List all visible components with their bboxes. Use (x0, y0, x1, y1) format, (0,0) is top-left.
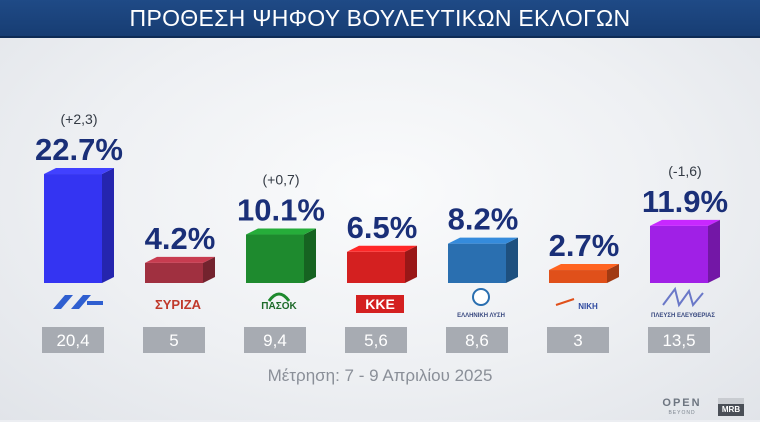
value-label-5: 2.7% (549, 228, 620, 263)
bar-side-3 (405, 245, 417, 283)
party-logo-label-3: ΚΚΕ (365, 296, 395, 312)
previous-value-5: 3 (573, 331, 582, 350)
previous-value-box-1 (143, 327, 205, 353)
party-logo-label-5: ΝΙΚΗ (578, 302, 598, 311)
bar-top-3 (347, 245, 417, 252)
bar-4 (448, 243, 506, 283)
bar-group-0: 22.7% (+2,3) 20,4 (35, 111, 123, 353)
previous-value-box-3 (345, 327, 407, 353)
previous-value-4: 8,6 (465, 331, 489, 350)
bar-group-2: 10.1% (+0,7) ΠΑΣΟΚ 9,4 (237, 172, 325, 353)
previous-value-2: 9,4 (263, 331, 287, 350)
chart-title-banner: ΠΡΟΘΕΣΗ ΨΗΦΟΥ ΒΟΥΛΕΥΤΙΚΩΝ ΕΚΛΟΓΩΝ (0, 0, 760, 38)
bar-group-4: 8.2% ΕΛΛΗΝΙΚΗ ΛΥΣΗ 8,6 (446, 202, 518, 353)
value-label-0: 22.7% (35, 132, 123, 167)
party-logo-label-4: ΕΛΛΗΝΙΚΗ ΛΥΣΗ (457, 313, 505, 319)
bar-top-1 (145, 256, 215, 263)
party-logo-label-2: ΠΑΣΟΚ (261, 301, 297, 312)
nd-logo-icon-dash (87, 301, 103, 305)
poll-bar-chart: 22.7% (+2,3) 20,4 4.2% ΣΥΡΙΖΑ 5 10.1% (+0,7) ΠΑΣ… (35, 111, 728, 353)
nd-logo-icon-stroke (71, 295, 91, 309)
bar-group-5: 2.7% ΝΙΚΗ 3 (547, 228, 619, 353)
bar-3 (347, 251, 405, 283)
bar-top-0 (44, 168, 114, 175)
elliniki-lysi-logo-icon (472, 288, 490, 306)
bar-side-0 (102, 168, 114, 283)
bar-group-3: 6.5% ΚΚΕ 5,6 (345, 210, 417, 353)
bar-top-4 (448, 237, 518, 244)
beyond-brand-text: BEYOND (668, 410, 696, 416)
change-label-2: (+0,7) (263, 172, 300, 188)
bar-top-6 (650, 219, 720, 226)
change-label-0: (+2,3) (61, 111, 98, 127)
previous-value-box-5 (547, 327, 609, 353)
party-logo-label-6: ΠΛΕΥΣΗ ΕΛΕΥΘΕΡΙΑΣ (651, 313, 715, 319)
open-brand-logo: OPEN (662, 397, 702, 409)
change-label-6: (-1,6) (668, 163, 701, 179)
bar-top-2 (246, 228, 316, 235)
mrb-logo-stripe (718, 398, 744, 404)
bar-6 (650, 225, 708, 283)
bar-side-2 (304, 228, 316, 283)
value-label-6: 11.9% (642, 184, 728, 219)
previous-value-box-0 (42, 327, 104, 353)
nd-logo-icon (53, 295, 73, 309)
bar-top-5 (549, 264, 619, 271)
previous-value-3: 5,6 (364, 331, 388, 350)
party-logo-label-1: ΣΥΡΙΖΑ (155, 297, 202, 312)
bar-side-4 (506, 237, 518, 283)
previous-value-1: 5 (169, 331, 178, 350)
pasok-logo-icon (267, 292, 291, 302)
chart-background (0, 38, 760, 420)
niki-logo-icon (555, 298, 575, 306)
bar-group-6: 11.9% (-1,6) ΠΛΕΥΣΗ ΕΛΕΥΘΕΡΙΑΣ 13,5 (642, 163, 728, 353)
previous-value-box-2 (244, 327, 306, 353)
chart-title: ΠΡΟΘΕΣΗ ΨΗΦΟΥ ΒΟΥΛΕΥΤΙΚΩΝ ΕΚΛΟΓΩΝ (129, 5, 631, 31)
previous-value-box-4 (446, 327, 508, 353)
value-label-2: 10.1% (237, 193, 325, 228)
bar-2 (246, 234, 304, 283)
survey-date-note: Μέτρηση: 7 - 9 Απριλίου 2025 (267, 366, 493, 385)
bar-group-1: 4.2% ΣΥΡΙΖΑ 5 (143, 221, 215, 353)
value-label-4: 8.2% (448, 202, 519, 237)
value-label-1: 4.2% (145, 221, 216, 256)
bar-1 (145, 262, 203, 283)
bar-side-5 (607, 264, 619, 283)
bar-5 (549, 270, 607, 283)
bar-side-6 (708, 219, 720, 283)
previous-value-box-6 (648, 327, 710, 353)
bar-side-1 (203, 256, 215, 283)
previous-value-0: 20,4 (56, 331, 89, 350)
bar-0 (44, 174, 102, 283)
kke-logo-icon (356, 295, 404, 313)
previous-value-6: 13,5 (662, 331, 695, 350)
value-label-3: 6.5% (347, 210, 418, 245)
plefsi-logo-icon (662, 286, 704, 308)
